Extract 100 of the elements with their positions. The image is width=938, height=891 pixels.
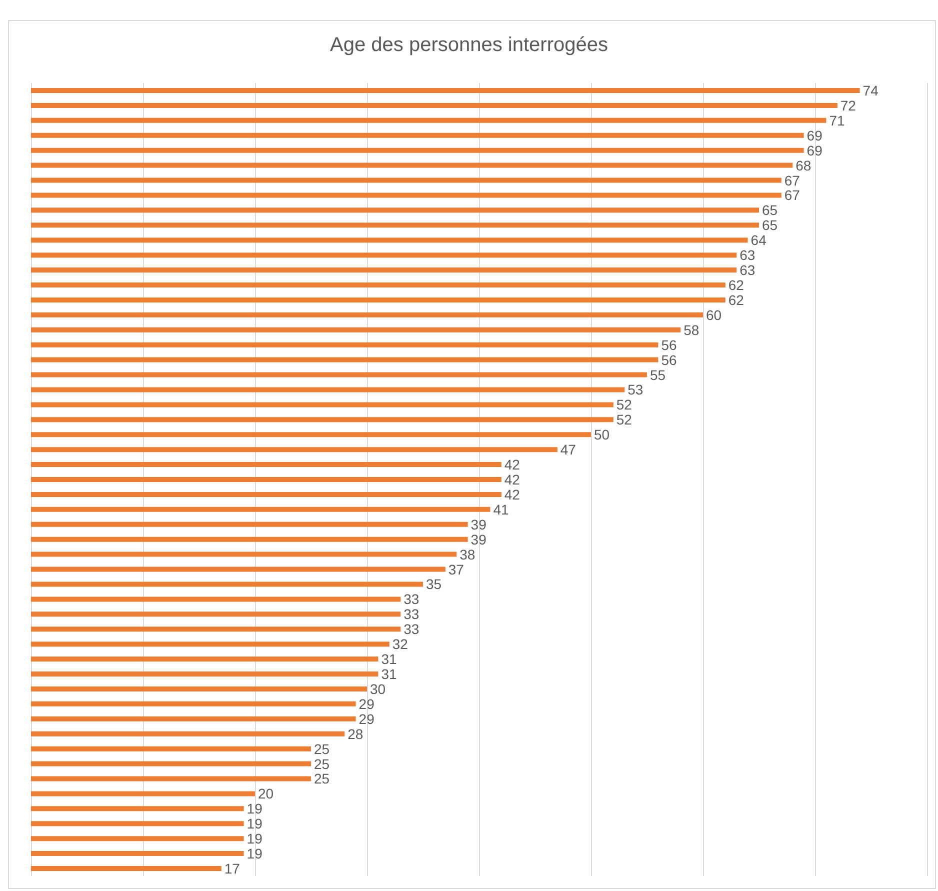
data-label: 38 — [460, 546, 476, 562]
data-label: 42 — [504, 472, 520, 488]
data-label: 56 — [661, 336, 677, 353]
bar — [31, 208, 759, 213]
bar — [31, 686, 367, 692]
bar — [31, 776, 311, 782]
data-label: 58 — [684, 322, 700, 338]
bar — [31, 132, 804, 138]
data-label: 62 — [728, 276, 744, 293]
bar — [31, 162, 793, 168]
data-label: 33 — [404, 591, 420, 608]
bar — [31, 268, 737, 273]
data-label: 35 — [426, 576, 442, 592]
data-label: 60 — [706, 306, 722, 323]
data-label: 71 — [829, 112, 845, 128]
bar — [31, 582, 423, 587]
bar — [31, 222, 759, 228]
data-label: 28 — [348, 726, 364, 742]
data-label: 67 — [784, 187, 800, 204]
bar — [31, 387, 625, 392]
bar — [31, 596, 401, 602]
bar — [31, 252, 737, 258]
bar — [31, 866, 222, 872]
data-label: 25 — [314, 770, 330, 787]
data-label: 39 — [470, 516, 487, 532]
bar — [31, 566, 446, 572]
data-label: 19 — [246, 816, 263, 832]
bar — [31, 462, 502, 468]
data-label: 63 — [740, 247, 756, 264]
data-label: 74 — [862, 82, 879, 98]
data-label: 62 — [728, 292, 744, 308]
bar — [31, 297, 726, 302]
bar — [31, 656, 378, 662]
bar — [31, 417, 614, 422]
bar — [31, 118, 826, 123]
data-label: 65 — [762, 217, 778, 234]
data-label: 33 — [404, 621, 420, 638]
data-label: 63 — [740, 262, 756, 278]
bar — [31, 716, 356, 722]
bar — [31, 731, 345, 736]
bar — [31, 746, 311, 752]
bar — [31, 552, 457, 557]
data-label: 69 — [806, 127, 823, 144]
bar — [31, 148, 804, 153]
bar — [31, 88, 860, 93]
bar — [31, 492, 502, 497]
data-label: 31 — [381, 651, 397, 668]
bar — [31, 282, 726, 288]
data-label: 19 — [246, 846, 263, 862]
data-label: 69 — [806, 142, 823, 158]
data-label: 42 — [504, 456, 520, 473]
bar — [31, 522, 468, 527]
data-label: 67 — [784, 172, 800, 188]
bar — [31, 642, 390, 647]
bar — [31, 327, 681, 332]
bar — [31, 506, 490, 512]
data-label: 52 — [616, 412, 632, 428]
bar — [31, 791, 255, 796]
data-label: 17 — [224, 860, 240, 877]
data-label: 72 — [840, 97, 856, 114]
bar — [31, 432, 591, 438]
bar — [31, 372, 647, 378]
data-label: 29 — [358, 710, 375, 727]
bar — [31, 761, 311, 766]
chart-title: Age des personnes interrogées — [330, 34, 608, 56]
data-label: 55 — [650, 366, 666, 383]
bar — [31, 342, 658, 348]
bar — [31, 402, 614, 408]
bar — [31, 178, 782, 183]
data-label: 47 — [560, 442, 576, 458]
bar — [31, 701, 356, 706]
data-label: 33 — [404, 606, 420, 622]
bar — [31, 836, 244, 842]
bar — [31, 312, 703, 318]
data-label: 37 — [448, 561, 464, 578]
data-label: 53 — [628, 382, 644, 398]
data-label: 19 — [246, 800, 263, 817]
bar — [31, 192, 782, 198]
bar — [31, 477, 502, 482]
data-label: 65 — [762, 202, 778, 218]
data-label: 30 — [370, 680, 386, 697]
data-label: 29 — [358, 696, 375, 712]
bar — [31, 612, 401, 617]
bar — [31, 238, 748, 243]
bar — [31, 672, 378, 677]
data-label: 68 — [796, 157, 812, 174]
data-label: 52 — [616, 396, 632, 413]
data-label: 20 — [258, 786, 274, 802]
bar — [31, 357, 658, 362]
bar — [31, 806, 244, 812]
data-label: 56 — [661, 352, 677, 368]
data-label: 25 — [314, 756, 330, 772]
data-label: 25 — [314, 740, 330, 757]
data-label: 41 — [493, 501, 509, 518]
data-label: 39 — [470, 531, 487, 548]
bar — [31, 536, 468, 542]
data-label: 31 — [381, 666, 397, 682]
data-label: 19 — [246, 830, 263, 847]
data-label: 32 — [392, 636, 408, 652]
bar — [31, 821, 244, 826]
